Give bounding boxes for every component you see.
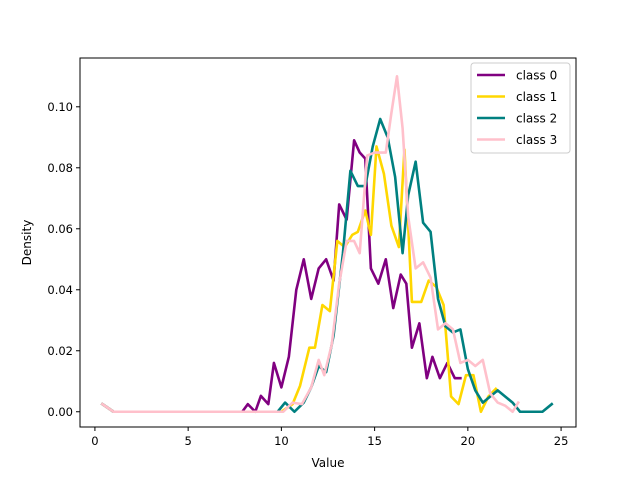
x-axis-label: Value xyxy=(312,456,345,470)
x-tick-label: 25 xyxy=(554,434,569,448)
legend-label: class 2 xyxy=(516,112,557,126)
legend-frame xyxy=(470,62,571,154)
x-tick-label: 10 xyxy=(274,434,289,448)
series-line-class-3 xyxy=(100,75,520,414)
y-tick-label: 0.00 xyxy=(47,405,73,419)
y-tick-label: 0.02 xyxy=(47,344,73,358)
y-tick-label: 0.04 xyxy=(47,283,73,297)
axes-layer xyxy=(79,57,577,428)
y-tick-label: 0.10 xyxy=(47,100,73,114)
x-tick-label: 20 xyxy=(461,434,476,448)
series-line-class-1 xyxy=(100,145,498,414)
y-axis-ticks: 0.00 0.02 0.04 0.06 0.08 0.10 xyxy=(47,100,80,419)
plot-frame xyxy=(79,57,577,428)
y-tick-label: 0.06 xyxy=(47,222,73,236)
legend-label: class 0 xyxy=(516,69,557,83)
legend: class 0 class 1 class 2 class 3 xyxy=(470,62,571,154)
series-layer xyxy=(100,75,554,414)
x-tick-label: 5 xyxy=(184,434,191,448)
y-axis-label: Density xyxy=(20,220,34,266)
y-tick-label: 0.08 xyxy=(47,161,73,175)
x-axis-ticks: 0 5 10 15 20 25 xyxy=(91,427,568,448)
legend-label: class 1 xyxy=(516,90,557,104)
x-tick-label: 15 xyxy=(367,434,382,448)
legend-label: class 3 xyxy=(516,133,557,147)
x-tick-label: 0 xyxy=(91,434,98,448)
